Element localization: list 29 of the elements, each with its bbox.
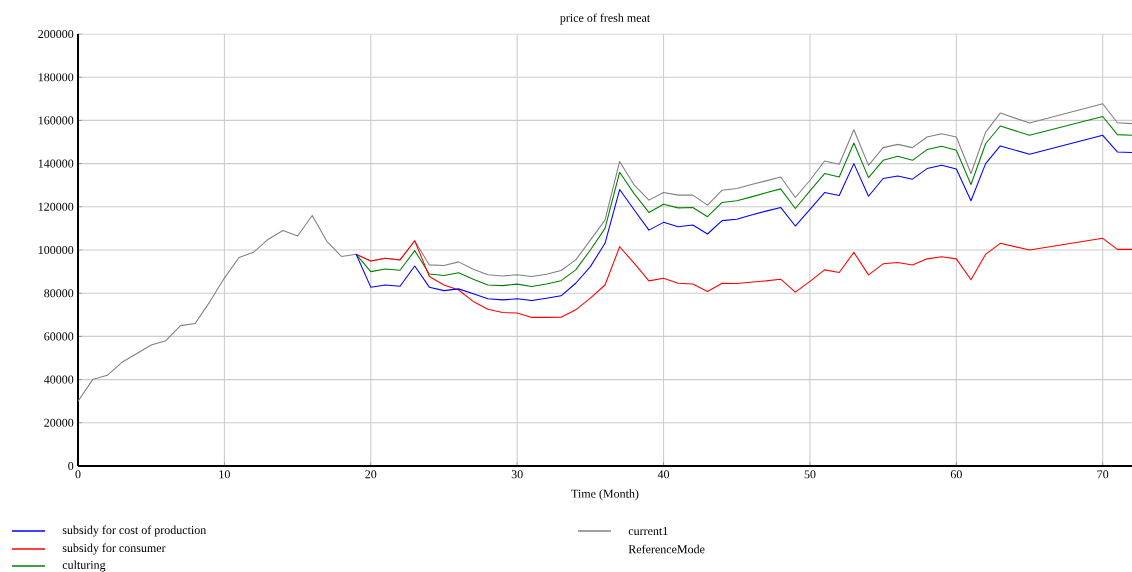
line-series bbox=[78, 103, 1132, 402]
y-tick-label: 160000 bbox=[38, 116, 74, 125]
x-tick-label: 50 bbox=[804, 470, 816, 479]
line-series bbox=[355, 115, 1132, 288]
y-tick-label: 100000 bbox=[38, 245, 74, 255]
x-tick-label: 30 bbox=[511, 470, 523, 479]
y-tick-label: 20000 bbox=[44, 418, 74, 427]
y-tick-label: 180000 bbox=[38, 73, 74, 82]
chart-title: price of fresh meat bbox=[560, 13, 651, 25]
y-tick-label: 120000 bbox=[38, 202, 74, 211]
x-axis-title: Time (Month) bbox=[571, 489, 639, 501]
text: ReferenceMode bbox=[628, 544, 705, 554]
legend-label: subsidy for consumer bbox=[62, 543, 166, 555]
y-tick-label: 60000 bbox=[44, 332, 74, 341]
y-tick-label: 40000 bbox=[43, 375, 74, 384]
x-tick-label: 40 bbox=[657, 470, 670, 479]
line-series bbox=[355, 134, 1132, 302]
x-tick-label: 0 bbox=[75, 470, 81, 479]
y-tick-label: 140000 bbox=[38, 159, 74, 168]
y-tick-label: 0 bbox=[68, 461, 74, 471]
legend-label: current1 bbox=[628, 526, 668, 536]
x-tick-label: 10 bbox=[219, 470, 230, 479]
y-tick-label: 80000 bbox=[44, 289, 74, 298]
y-tick-label: 200000 bbox=[38, 29, 74, 39]
legend-label: subsidy for cost of production bbox=[62, 525, 207, 537]
x-tick-label: 70 bbox=[1097, 470, 1109, 479]
x-tick-label: 20 bbox=[365, 470, 377, 479]
legend-label: culturing bbox=[62, 560, 106, 572]
x-tick-label: 60 bbox=[950, 470, 962, 479]
